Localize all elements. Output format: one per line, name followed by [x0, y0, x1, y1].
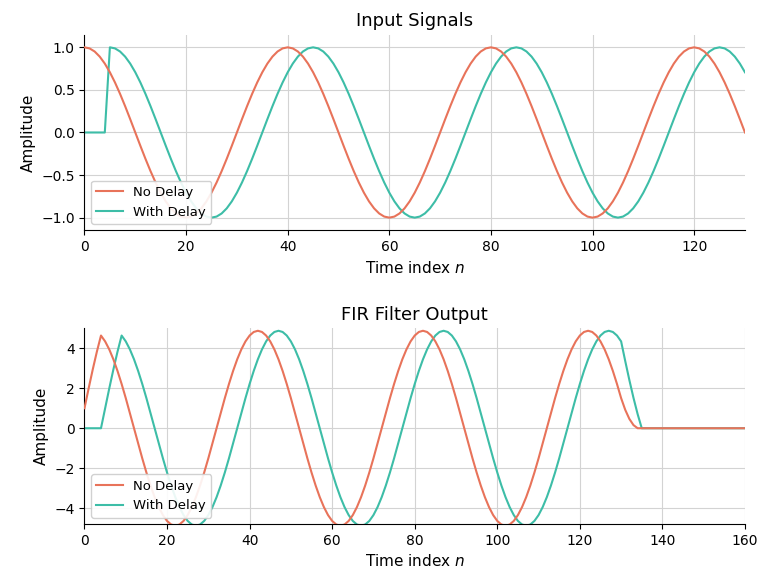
No Delay — [740, 425, 750, 431]
With Delay — [323, 455, 333, 462]
No Delay — [637, 425, 647, 431]
Line: With Delay: With Delay — [84, 331, 745, 526]
With Delay — [716, 425, 725, 431]
With Delay — [637, 425, 647, 431]
With Delay — [334, 69, 343, 75]
No Delay — [80, 405, 89, 412]
X-axis label: Time index $n$: Time index $n$ — [365, 554, 465, 570]
With Delay — [521, 522, 531, 529]
No Delay — [181, 214, 190, 221]
With Delay — [80, 129, 89, 136]
Line: No Delay: No Delay — [84, 331, 745, 526]
X-axis label: Time index $n$: Time index $n$ — [365, 260, 465, 276]
With Delay — [740, 425, 750, 431]
With Delay — [425, 205, 435, 212]
No Delay — [299, 440, 308, 447]
No Delay — [496, 48, 505, 55]
No Delay — [105, 69, 114, 75]
With Delay — [349, 103, 359, 109]
With Delay — [299, 367, 308, 374]
No Delay — [501, 522, 510, 529]
With Delay — [105, 44, 114, 51]
With Delay — [740, 69, 750, 75]
Legend: No Delay, With Delay: No Delay, With Delay — [91, 475, 211, 518]
Line: No Delay: No Delay — [84, 47, 745, 218]
With Delay — [439, 327, 449, 334]
Title: Input Signals: Input Signals — [356, 12, 473, 30]
No Delay — [461, 69, 470, 75]
With Delay — [146, 103, 155, 109]
Legend: No Delay, With Delay: No Delay, With Delay — [91, 181, 211, 224]
Line: With Delay: With Delay — [84, 47, 745, 218]
With Delay — [80, 425, 89, 431]
Y-axis label: Amplitude: Amplitude — [34, 387, 49, 465]
No Delay — [573, 205, 582, 212]
No Delay — [202, 198, 211, 205]
No Delay — [670, 425, 680, 431]
No Delay — [716, 425, 725, 431]
With Delay — [593, 198, 602, 205]
No Delay — [261, 332, 271, 339]
Y-axis label: Amplitude: Amplitude — [21, 93, 35, 172]
No Delay — [740, 129, 750, 136]
No Delay — [419, 327, 428, 334]
No Delay — [598, 210, 607, 217]
No Delay — [80, 44, 89, 51]
With Delay — [207, 214, 216, 221]
With Delay — [261, 338, 271, 345]
With Delay — [670, 425, 680, 431]
Title: FIR Filter Output: FIR Filter Output — [341, 306, 488, 324]
No Delay — [323, 511, 333, 518]
With Delay — [298, 48, 307, 55]
